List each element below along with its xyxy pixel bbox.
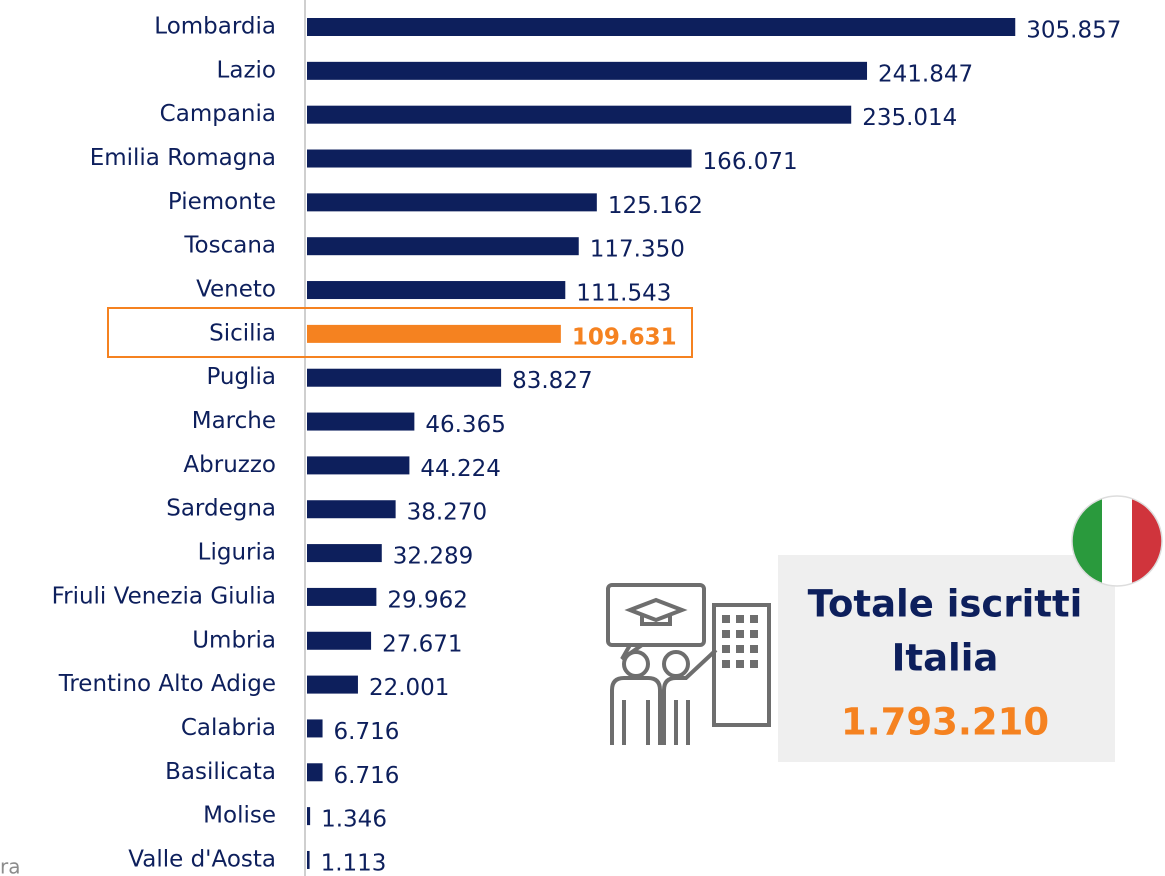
category-label: Sicilia [209,320,276,346]
value-label: 1.346 [321,807,387,833]
category-label: Calabria [181,715,276,741]
value-label: 125.162 [608,193,703,219]
bar [307,368,502,387]
total-title: Totale iscritti [808,583,1083,626]
bar [307,324,561,343]
value-label: 1.113 [321,850,387,876]
category-label: Lazio [217,57,276,83]
category-label: Basilicata [165,759,276,785]
value-label: 29.962 [387,587,467,613]
category-label: Umbria [192,627,276,653]
total-box [778,555,1115,762]
bar [307,807,311,826]
value-label: 305.857 [1026,18,1121,44]
value-label: 44.224 [420,456,500,482]
category-label: Marche [192,408,276,434]
value-label: 109.631 [572,324,677,350]
value-label: 46.365 [425,412,505,438]
flag-border [1071,495,1163,587]
highlight-box [107,307,693,358]
value-label: 166.071 [703,149,798,175]
value-label: 27.671 [382,631,462,657]
bar [307,281,566,300]
category-label: Puglia [206,364,276,390]
total-value: 1.793.210 [841,701,1049,744]
category-label: Friuli Venezia Giulia [52,583,276,609]
total-title: Italia [892,637,999,680]
value-label: 83.827 [512,368,592,394]
bar [307,500,396,519]
value-label: 235.014 [862,105,957,131]
category-label: Abruzzo [183,452,276,478]
value-label: 6.716 [334,719,400,745]
footnote: ra [0,855,20,876]
category-label: Sardegna [166,496,276,522]
value-label: 32.289 [393,544,473,570]
bar [307,850,310,869]
bar [307,763,323,782]
bar [307,149,692,168]
category-label: Lombardia [154,14,276,40]
category-label: Valle d'Aosta [128,846,276,872]
bar [307,675,358,694]
value-label: 38.270 [407,500,487,526]
students-icon [606,583,771,745]
category-label: Piemonte [168,189,276,215]
value-label: 6.716 [334,763,400,789]
bar [307,587,377,606]
category-label: Toscana [183,233,276,259]
bar [307,719,323,738]
bar [307,105,852,124]
value-label: 117.350 [590,237,685,263]
bar [307,18,1016,36]
bar [307,631,372,650]
category-label: Veneto [196,277,276,303]
category-label: Campania [160,101,276,127]
value-label: 22.001 [369,675,449,701]
bar [307,237,579,256]
bar [307,193,597,212]
category-label: Emilia Romagna [90,145,276,171]
category-label: Liguria [198,540,276,566]
category-label: Molise [203,803,276,829]
value-label: 241.847 [878,61,973,87]
bar [307,456,410,475]
category-label: Trentino Alto Adige [58,671,276,697]
bar [307,61,868,80]
value-label: 111.543 [576,281,671,307]
bar [307,544,382,563]
bar [307,412,415,431]
